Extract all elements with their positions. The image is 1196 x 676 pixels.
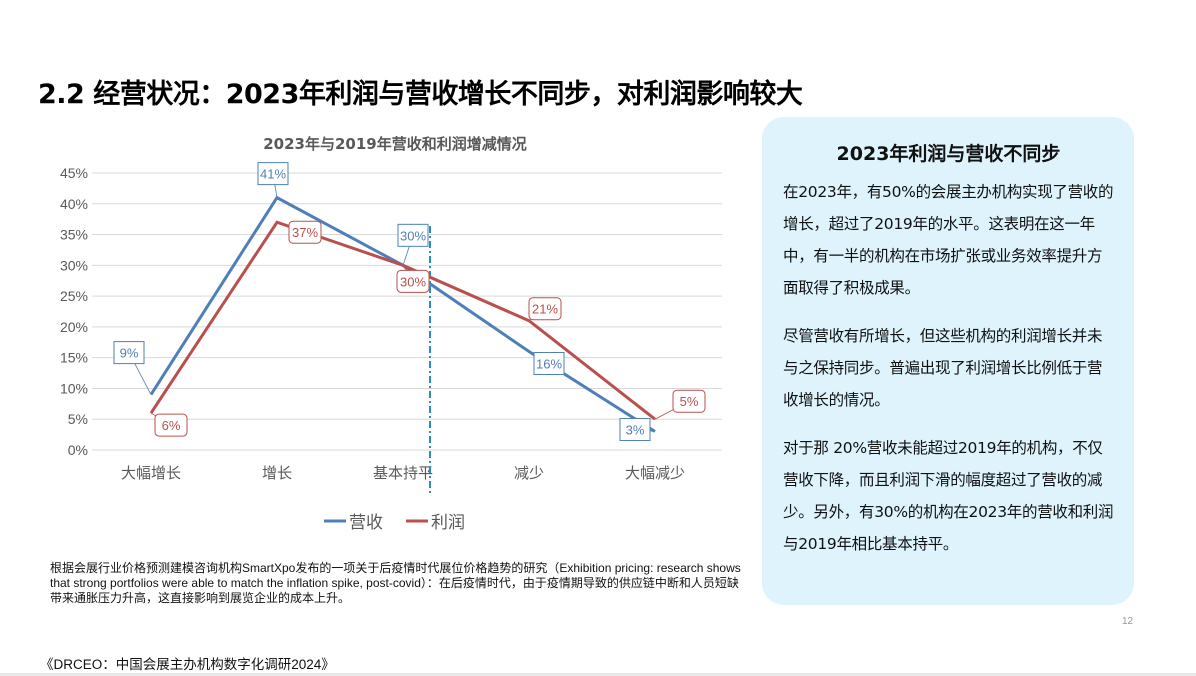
y-tick-label: 30% bbox=[60, 257, 88, 273]
chart-title: 2023年与2019年营收和利润增减情况 bbox=[263, 135, 527, 153]
page-title: 2.2 经营状况：2023年利润与营收增长不同步，对利润影响较大 bbox=[38, 79, 803, 110]
data-label: 9% bbox=[120, 346, 139, 361]
summary-panel: 2023年利润与营收不同步 在2023年，有50%的会展主办机构实现了营收的增长… bbox=[762, 117, 1134, 605]
data-label: 41% bbox=[260, 167, 286, 182]
data-label: 21% bbox=[532, 302, 558, 317]
panel-paragraph: 对于那 20%营收未能超过2019年的机构，不仅营收下降，而且利润下滑的幅度超过… bbox=[783, 439, 1114, 553]
source-citation: 《DRCEO：中国会展主办机构数字化调研2024》 bbox=[40, 657, 335, 672]
panel-heading: 2023年利润与营收不同步 bbox=[836, 143, 1061, 165]
y-tick-label: 25% bbox=[60, 288, 88, 304]
data-label: 3% bbox=[626, 423, 645, 438]
y-tick-label: 5% bbox=[68, 411, 88, 427]
data-label-box bbox=[397, 223, 429, 247]
page-number: 12 bbox=[1122, 616, 1134, 627]
data-label: 30% bbox=[400, 274, 426, 289]
data-label-box bbox=[288, 220, 322, 244]
data-label-box bbox=[154, 413, 188, 437]
panel-paragraph: 尽管营收有所增长，但这些机构的利润增长并未与之保持同步。普遍出现了利润增长比例低… bbox=[783, 327, 1103, 409]
data-label-box bbox=[257, 162, 289, 186]
y-tick-label: 35% bbox=[60, 227, 88, 243]
y-tick-label: 0% bbox=[68, 442, 88, 458]
legend-label: 利润 bbox=[431, 513, 465, 533]
research-note: 根据会展行业价格预测建模咨询机构SmartXpo发布的一项关于后疫情时代展位价格… bbox=[50, 561, 741, 605]
data-label-box bbox=[672, 389, 706, 413]
legend-label: 营收 bbox=[349, 513, 383, 533]
x-tick-label: 减少 bbox=[514, 464, 544, 482]
bottom-divider bbox=[0, 673, 1196, 676]
line-chart: 2023年与2019年营收和利润增减情况 0% 5% 10% 15% 20% 25% 30%… bbox=[60, 135, 722, 533]
series-line-利润 bbox=[149, 220, 656, 421]
data-label: 5% bbox=[680, 394, 699, 409]
data-label: 6% bbox=[162, 418, 181, 433]
data-label-box bbox=[113, 341, 145, 365]
data-label-box bbox=[396, 269, 430, 293]
data-label-box bbox=[533, 352, 565, 376]
data-label-box bbox=[528, 297, 562, 321]
x-tick-label: 大幅减少 bbox=[625, 464, 685, 482]
y-tick-label: 10% bbox=[60, 380, 88, 396]
y-tick-label: 20% bbox=[60, 319, 88, 335]
x-tick-label: 大幅增长 bbox=[121, 464, 181, 482]
x-tick-label: 增长 bbox=[262, 464, 292, 482]
x-tick-label: 基本持平 bbox=[373, 464, 433, 482]
data-label-box bbox=[619, 418, 651, 442]
data-label: 16% bbox=[536, 357, 562, 372]
panel-paragraph: 在2023年，有50%的会展主办机构实现了营收的增长，超过了2019年的水平。这… bbox=[783, 183, 1114, 297]
data-label: 30% bbox=[400, 228, 426, 243]
y-tick-label: 40% bbox=[60, 196, 88, 212]
y-tick-label: 45% bbox=[60, 165, 88, 181]
y-tick-label: 15% bbox=[60, 350, 88, 366]
data-label: 37% bbox=[292, 225, 318, 240]
